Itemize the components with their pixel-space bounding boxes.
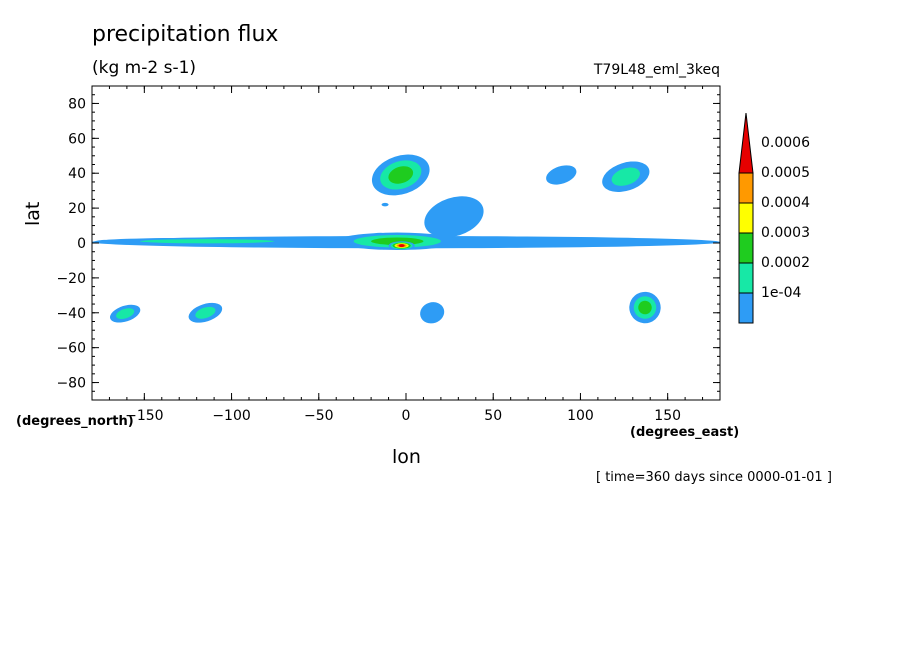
contour-streak-7-level-2	[611, 167, 640, 186]
colorbar-label: 1e-04	[761, 285, 801, 301]
colorbar-label: 0.0003	[761, 225, 810, 241]
y-tick-label: 80	[68, 96, 86, 112]
x-tick-label: −100	[212, 408, 250, 424]
chart-title: precipitation flux	[92, 22, 279, 47]
y-tick-label: 40	[68, 166, 86, 182]
x-tick-label: 0	[402, 408, 411, 424]
contour-streak-6-level-3	[388, 166, 414, 184]
contour-blob-5-level-1	[381, 202, 389, 207]
y-tick-label: −80	[56, 376, 86, 392]
y-tick-label: −60	[56, 341, 86, 357]
colorbar-label: 0.0004	[761, 195, 810, 211]
time-label: [ time=360 days since 0000-01-01 ]	[596, 470, 832, 485]
colorbar-swatch	[738, 172, 754, 204]
colorbar-arrow	[738, 112, 754, 174]
colorbar-label: 0.0005	[761, 165, 810, 181]
contour-itcz_core-1-level-2	[140, 239, 275, 244]
x-tick-label: 150	[654, 408, 681, 424]
x-tick-label: −50	[304, 408, 334, 424]
x-tick-label: 50	[484, 408, 502, 424]
units-label: (kg m-2 s-1)	[92, 58, 197, 78]
x-unit-label: (degrees_east)	[630, 425, 740, 440]
contour-max-3-level-6	[398, 244, 405, 248]
colorbar-swatch	[738, 262, 754, 294]
contour-streak-11-level-3	[638, 300, 652, 315]
x-axis-label: lon	[392, 446, 421, 468]
y-tick-label: 20	[68, 201, 86, 217]
x-tick-label: −150	[125, 408, 163, 424]
run-label: T79L48_eml_3keq	[593, 62, 720, 78]
y-tick-label: −20	[56, 271, 86, 287]
colorbar-swatch	[738, 232, 754, 264]
y-unit-label: (degrees_north)	[16, 414, 134, 429]
y-tick-label: −40	[56, 306, 86, 322]
colorbar-label: 0.0002	[761, 255, 810, 271]
contour-tongue-4-level-1	[424, 196, 484, 238]
y-tick-label: 0	[77, 236, 86, 252]
contour-streak-12-level-1	[420, 302, 445, 324]
colorbar-label: 0.0006	[761, 135, 810, 151]
colorbar-swatch	[738, 202, 754, 234]
contour-streak-8-level-1	[546, 165, 577, 185]
colorbar-swatch	[738, 292, 754, 324]
contour-streak-9-level-2	[116, 308, 135, 319]
x-tick-label: 100	[567, 408, 594, 424]
y-tick-label: 60	[68, 131, 86, 147]
contour-streak-10-level-2	[195, 306, 216, 319]
